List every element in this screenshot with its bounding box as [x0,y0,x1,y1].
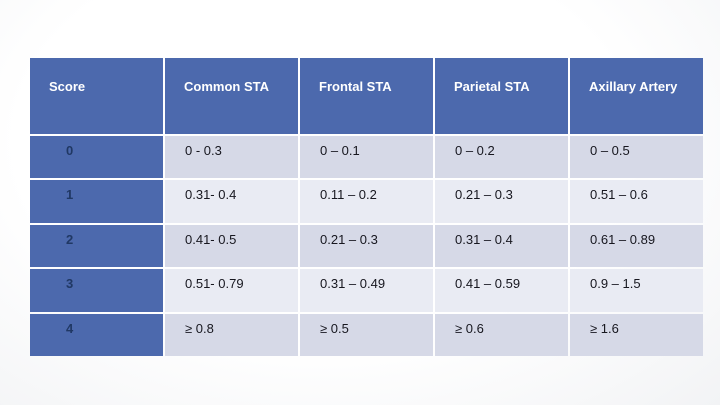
value-cell-parietal-4: ≥ 0.6 [435,313,568,356]
value-cell-frontal-2: 0.21 – 0.3 [300,224,433,268]
value-cell-frontal-3: 0.31 – 0.49 [300,269,433,312]
value-cell-parietal-2: 0.31 – 0.4 [435,224,568,268]
score-cell-0: 0 [30,136,163,179]
value-cell-common-1: 0.31- 0.4 [165,180,298,223]
value-cell-parietal-3: 0.41 – 0.59 [435,269,568,312]
value-cell-axillary-2: 0.61 – 0.89 [570,224,703,268]
value-cell-common-4: ≥ 0.8 [165,313,298,356]
score-cell-4: 4 [30,313,163,356]
value-cell-axillary-1: 0.51 – 0.6 [570,180,703,223]
value-cell-common-2: 0.41- 0.5 [165,224,298,268]
value-cell-parietal-1: 0.21 – 0.3 [435,180,568,223]
value-cell-axillary-4: ≥ 1.6 [570,313,703,356]
col-header-parietal-sta: Parietal STA [435,58,568,134]
value-cell-parietal-0: 0 – 0.2 [435,136,568,179]
value-cell-axillary-3: 0.9 – 1.5 [570,269,703,312]
col-header-common-sta: Common STA [165,58,298,134]
score-cell-3: 3 [30,269,163,312]
col-header-frontal-sta: Frontal STA [300,58,433,134]
col-header-score: Score [30,58,163,134]
score-cell-2: 2 [30,224,163,268]
score-cell-1: 1 [30,180,163,223]
score-table: Score Common STA Frontal STA Parietal ST… [30,58,703,356]
value-cell-frontal-1: 0.11 – 0.2 [300,180,433,223]
value-cell-axillary-0: 0 – 0.5 [570,136,703,179]
col-header-axillary-artery: Axillary Artery [570,58,703,134]
value-cell-frontal-0: 0 – 0.1 [300,136,433,179]
value-cell-common-3: 0.51- 0.79 [165,269,298,312]
value-cell-common-0: 0 - 0.3 [165,136,298,179]
value-cell-frontal-4: ≥ 0.5 [300,313,433,356]
